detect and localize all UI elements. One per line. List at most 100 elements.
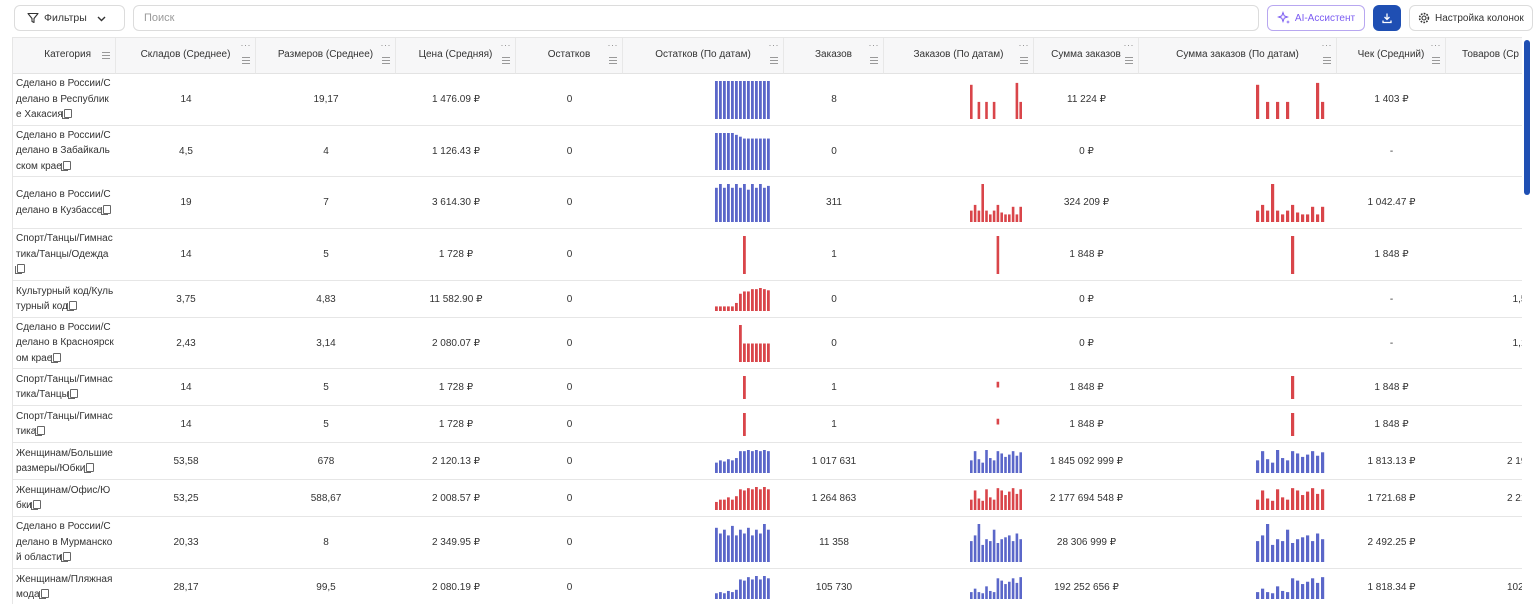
sparkline-bar	[1015, 582, 1019, 599]
copy-icon[interactable]	[101, 204, 112, 215]
column-header-ord[interactable]: Заказов (По датам) ···	[884, 38, 1034, 74]
more-options-icon[interactable]: ···	[607, 40, 618, 50]
copy-icon[interactable]	[51, 352, 62, 363]
sparkline-chart	[996, 236, 1000, 274]
sparkline-bar	[735, 458, 738, 473]
sizes-cell: 8	[323, 537, 329, 548]
table-row[interactable]: Культурный код/Культурный код 3,75 4,83 11 …	[13, 281, 1522, 318]
sparkline-bar	[970, 592, 973, 599]
warehouses-cell: 14	[180, 94, 192, 105]
column-menu-icon[interactable]	[1323, 57, 1331, 64]
column-header-wh[interactable]: Складов (Среднее) ···	[116, 38, 256, 74]
copy-icon[interactable]	[67, 389, 78, 399]
column-header-std[interactable]: Остатков (По датам) ···	[623, 38, 784, 74]
more-options-icon[interactable]: ···	[868, 40, 879, 50]
column-header-st[interactable]: Остатков ···	[516, 38, 623, 74]
sparkline-bar	[996, 543, 1000, 562]
table-row[interactable]: Спорт/Танцы/Гимнастика 14 5 1 728 ₽ 0 1 1 848 …	[13, 406, 1522, 443]
orders-sum-cell: 0 ₽	[1079, 293, 1094, 305]
column-menu-icon[interactable]	[1020, 57, 1028, 64]
column-menu-icon[interactable]	[242, 57, 250, 64]
table-row[interactable]: Сделано в России/Сделано в Забайкальском…	[13, 126, 1522, 177]
table-row[interactable]: Спорт/Танцы/Гимнастика/Танцы/Одежда 14 5 1 …	[13, 229, 1522, 281]
more-options-icon[interactable]: ···	[380, 40, 391, 50]
column-menu-icon[interactable]	[502, 57, 510, 64]
sparkline-bar	[1000, 490, 1003, 510]
copy-icon[interactable]	[35, 426, 46, 436]
column-header-pr[interactable]: Цена (Средняя) ···	[396, 38, 516, 74]
category-text: Спорт/Танцы/Гимнастика/Танцы	[16, 372, 114, 403]
column-menu-icon[interactable]	[382, 57, 390, 64]
copy-icon[interactable]	[61, 109, 72, 120]
copy-icon[interactable]	[38, 589, 49, 599]
search-input[interactable]: Поиск	[133, 5, 1259, 31]
table-row[interactable]: Женщинам/Большие размеры/Юбки 53,58 678 2 1…	[13, 443, 1522, 480]
column-header-chk[interactable]: Чек (Средний) ···	[1337, 38, 1446, 74]
warehouses-cell: 4,5	[179, 145, 193, 157]
column-header-sz[interactable]: Размеров (Среднее) ···	[256, 38, 396, 74]
sparkline-bar	[1008, 454, 1011, 473]
filters-button[interactable]: Фильтры	[14, 5, 125, 31]
column-header-or[interactable]: Заказов ···	[784, 38, 884, 74]
copy-icon[interactable]	[66, 301, 77, 311]
more-options-icon[interactable]: ···	[500, 40, 511, 50]
sparkline-bar	[1276, 586, 1280, 599]
column-header-sumd[interactable]: Сумма заказов (По датам) ···	[1139, 38, 1337, 74]
more-options-icon[interactable]: ···	[768, 40, 779, 50]
warehouses-cell: 3,75	[176, 293, 196, 305]
column-header-goods[interactable]: Товаров (Ср	[1446, 38, 1522, 74]
category-label: Женщинам/Большие размеры/Юбки	[16, 447, 113, 475]
sparkline-bar	[1301, 584, 1305, 599]
sparkline-bar	[1291, 413, 1295, 436]
sparkline-bar	[1011, 451, 1015, 473]
sparkline-bar	[1261, 204, 1265, 222]
table-row[interactable]: Сделано в России/Сделано в Мурманской об…	[13, 517, 1522, 569]
copy-icon[interactable]	[30, 500, 41, 510]
sparkline-bar	[743, 413, 746, 436]
sizes-cell: 5	[323, 381, 329, 393]
copy-icon[interactable]	[60, 552, 71, 563]
column-menu-icon[interactable]	[770, 57, 778, 64]
sizes-cell: 678	[317, 455, 335, 467]
more-options-icon[interactable]: ···	[1123, 40, 1134, 50]
table-row[interactable]: Женщинам/Офис/Юбки 53,25 588,67 2 008.57 ₽ 0…	[13, 480, 1522, 517]
sparkline-bar	[1256, 460, 1260, 473]
ai-assistant-button[interactable]: AI-Ассистент	[1267, 5, 1365, 31]
sparkline-bar	[755, 529, 758, 562]
download-button[interactable]	[1373, 5, 1401, 31]
table-row[interactable]: Сделано в России/Сделано в Красноярском …	[13, 318, 1522, 369]
avg-check-cell: 1 813.13 ₽	[1367, 455, 1416, 467]
sparkline-bar	[715, 593, 718, 599]
more-options-icon[interactable]: ···	[1018, 40, 1029, 50]
download-icon	[1382, 13, 1392, 24]
column-header-cat[interactable]: Категория	[13, 38, 116, 74]
column-menu-icon[interactable]	[870, 57, 878, 64]
column-menu-icon[interactable]	[102, 52, 110, 59]
table-row[interactable]: Сделано в России/Сделано в Республике Ха…	[13, 74, 1522, 126]
more-options-icon[interactable]: ···	[1430, 40, 1441, 50]
warehouses-cell: 14	[180, 418, 192, 430]
table-row[interactable]: Спорт/Танцы/Гимнастика/Танцы 14 5 1 728 ₽ 0 1…	[13, 369, 1522, 406]
sparkline-bar	[743, 490, 746, 510]
column-menu-icon[interactable]	[609, 57, 617, 64]
sparkline-bar	[992, 210, 996, 222]
sparkline-chart	[1256, 577, 1325, 599]
table-row[interactable]: Женщинам/Пляжная мода 28,17 99,5 2 080.19 ₽…	[13, 569, 1522, 604]
column-settings-button[interactable]: Настройка колонок	[1409, 5, 1533, 31]
copy-icon[interactable]	[15, 264, 25, 275]
more-options-icon[interactable]: ···	[240, 40, 251, 50]
copy-icon[interactable]	[84, 463, 95, 473]
sparkline-chart	[1256, 184, 1325, 222]
sparkline-bar	[1316, 493, 1320, 510]
more-options-icon[interactable]: ···	[1321, 40, 1332, 50]
sparkline-bar	[739, 579, 742, 599]
scrollbar-thumb[interactable]	[1524, 40, 1530, 195]
orders-cell: 105 730	[815, 581, 853, 593]
copy-icon[interactable]	[60, 160, 71, 171]
column-menu-icon[interactable]	[1125, 57, 1133, 64]
column-header-sum[interactable]: Сумма заказов ···	[1034, 38, 1139, 74]
sparkline-bar	[1261, 490, 1265, 510]
column-menu-icon[interactable]	[1432, 57, 1440, 64]
table-row[interactable]: Сделано в России/Сделано в Кузбассе 19 7 3 …	[13, 177, 1522, 229]
sparkline-bar	[1286, 499, 1290, 510]
